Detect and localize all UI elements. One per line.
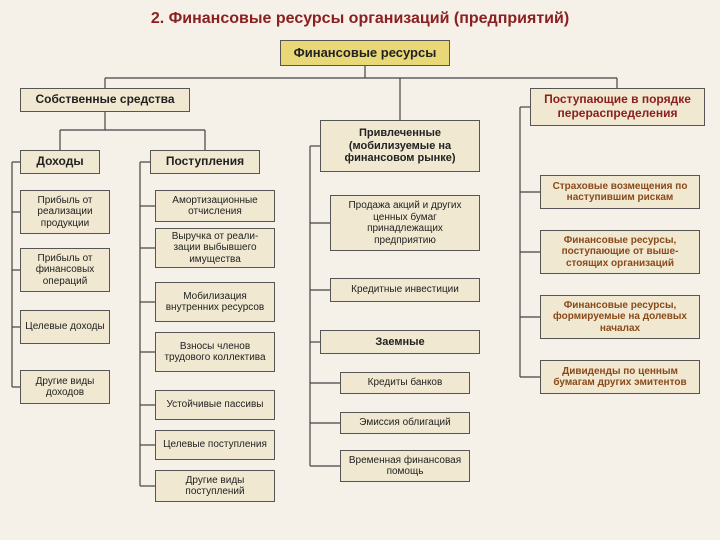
col3-item: Продажа акций и других ценных бумаг прин…: [330, 195, 480, 251]
col2-item: Взносы членов трудового коллектива: [155, 332, 275, 372]
col2-item: Устойчивые пассивы: [155, 390, 275, 420]
col1-sub1: Доходы: [20, 150, 100, 174]
col1-sub2: Поступления: [150, 150, 260, 174]
col1-item: Целевые доходы: [20, 310, 110, 344]
col2-item: Другие виды поступлений: [155, 470, 275, 502]
page-title: 2. Финансовые ресурсы организаций (предп…: [0, 0, 720, 34]
col4-item: Финансовые ресурсы, формируемые на долев…: [540, 295, 700, 339]
col4-item: Дивиденды по ценным бумагам других эмите…: [540, 360, 700, 394]
col4-item: Финансовые ресурсы, поступающие от выше-…: [540, 230, 700, 274]
col2-item: Амортизационные отчисления: [155, 190, 275, 222]
col3-sub-item: Эмиссия облигаций: [340, 412, 470, 434]
col3-sub-item: Кредиты банков: [340, 372, 470, 394]
col4-header: Поступающие в порядке перераспределения: [530, 88, 705, 126]
col3-sub: Заемные: [320, 330, 480, 354]
col1-item: Другие виды доходов: [20, 370, 110, 404]
col3-header: Привлеченные (мобилизуемые на финансовом…: [320, 120, 480, 172]
col1-item: Прибыль от реализации продукции: [20, 190, 110, 234]
col3-sub-item: Временная финансовая помощь: [340, 450, 470, 482]
col1-item: Прибыль от финансовых операций: [20, 248, 110, 292]
col1-header: Собственные средства: [20, 88, 190, 112]
col2-item: Целевые поступления: [155, 430, 275, 460]
col4-item: Страховые возмещения по наступившим риск…: [540, 175, 700, 209]
col3-item: Кредитные инвестиции: [330, 278, 480, 302]
root-box: Финансовые ресурсы: [280, 40, 450, 66]
col2-item: Мобилизация внутренних ресурсов: [155, 282, 275, 322]
col2-item: Выручка от реали-зации выбывшего имущест…: [155, 228, 275, 268]
